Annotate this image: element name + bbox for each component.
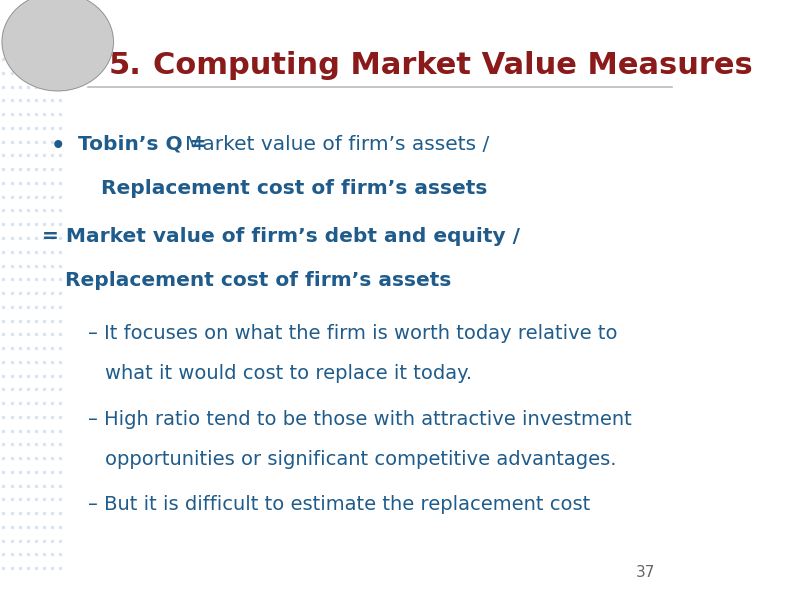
- Text: Replacement cost of firm’s assets: Replacement cost of firm’s assets: [65, 271, 451, 291]
- Circle shape: [2, 0, 113, 91]
- Text: Tobin’s Q =: Tobin’s Q =: [78, 135, 213, 154]
- Text: •: •: [51, 135, 66, 157]
- Text: Computing Market Value Measures: Computing Market Value Measures: [153, 51, 753, 80]
- Text: 5.: 5.: [109, 51, 141, 80]
- Text: = Market value of firm’s debt and equity /: = Market value of firm’s debt and equity…: [42, 227, 520, 246]
- Text: Market value of firm’s assets /: Market value of firm’s assets /: [185, 135, 490, 154]
- Text: – But it is difficult to estimate the replacement cost: – But it is difficult to estimate the re…: [88, 495, 590, 514]
- Text: Replacement cost of firm’s assets: Replacement cost of firm’s assets: [101, 179, 487, 198]
- Text: what it would cost to replace it today.: what it would cost to replace it today.: [105, 364, 472, 383]
- Text: – It focuses on what the firm is worth today relative to: – It focuses on what the firm is worth t…: [88, 324, 618, 343]
- Text: 37: 37: [636, 565, 655, 580]
- Text: opportunities or significant competitive advantages.: opportunities or significant competitive…: [105, 450, 617, 469]
- Text: – High ratio tend to be those with attractive investment: – High ratio tend to be those with attra…: [88, 410, 632, 429]
